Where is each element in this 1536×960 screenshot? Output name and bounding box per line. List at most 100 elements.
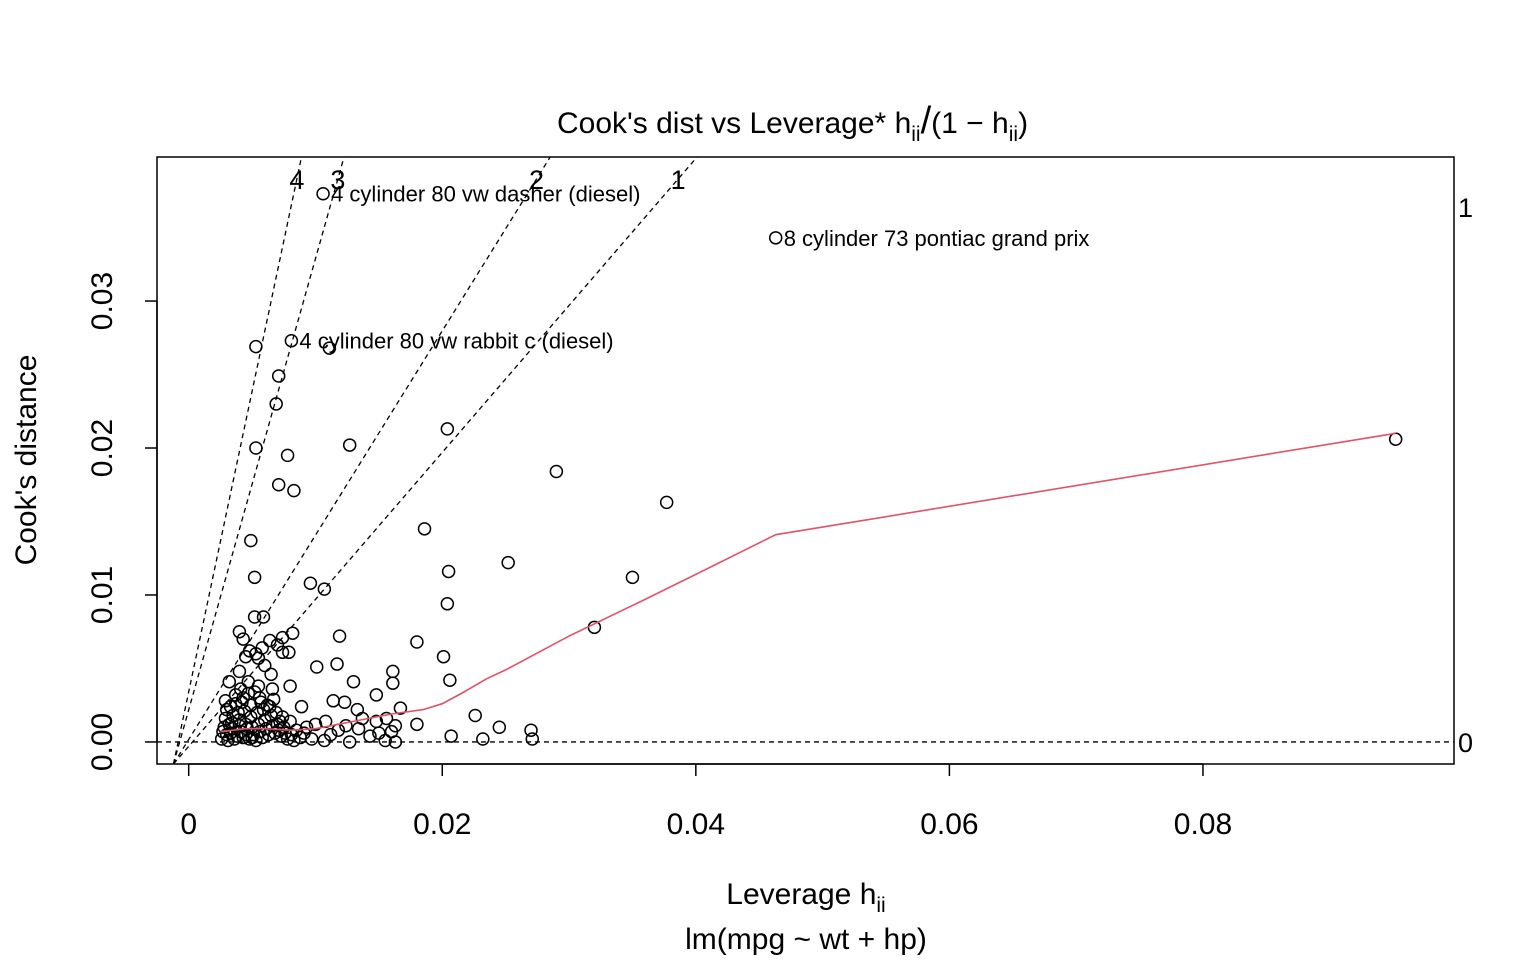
point-label: 4 cylinder 80 vw rabbit c (diesel) (299, 329, 613, 354)
data-point (441, 564, 456, 579)
data-point (275, 630, 290, 645)
data-point (263, 633, 277, 648)
data-point (440, 597, 455, 611)
data-point (303, 576, 318, 590)
data-point (339, 719, 353, 733)
data-point (273, 714, 287, 729)
data-point (245, 730, 259, 745)
point-label: 8 cylinder 73 pontiac grand prix (784, 226, 1090, 251)
title-slash: / (921, 100, 932, 142)
data-point (768, 231, 783, 245)
data-point (294, 699, 309, 714)
y-axis: 0.00 0.01 0.02 0.03 (86, 272, 158, 771)
data-point (410, 635, 424, 649)
data-point (440, 422, 455, 436)
data-point (269, 397, 283, 411)
data-point (282, 645, 296, 660)
data-point (275, 645, 290, 660)
data-point (271, 478, 286, 492)
data-point (249, 733, 263, 748)
y-tick-label: 0.01 (86, 566, 119, 624)
y-tick-label: 0.02 (86, 419, 119, 477)
data-point (249, 441, 263, 455)
data-point (284, 727, 299, 742)
x-axis: 0 0.02 0.04 0.06 0.08 (180, 763, 1232, 841)
data-point (247, 685, 262, 699)
smooth-line-group (220, 432, 1396, 733)
data-point (278, 726, 292, 740)
point-label: 4 cylinder 80 vw dasher (diesel) (331, 182, 640, 207)
data-point (283, 714, 297, 729)
x-tick-label: 0.02 (413, 808, 471, 841)
svg-text:Cook's dist vs Leverage* hii/(: Cook's dist vs Leverage* hii/(1 − hii) (557, 100, 1028, 146)
data-point (549, 464, 564, 479)
data-point (254, 695, 268, 710)
data-points (214, 186, 1403, 749)
data-point (468, 708, 482, 723)
data-point (330, 657, 344, 671)
data-point (258, 658, 272, 673)
data-point (501, 555, 515, 570)
x-tick-label: 0.08 (1174, 808, 1232, 841)
title-close-paren: ) (1018, 107, 1028, 140)
data-point (625, 570, 640, 585)
data-point (443, 673, 457, 687)
data-point (287, 483, 301, 498)
data-point (264, 667, 278, 682)
contour-label: 4 (289, 165, 304, 195)
data-point (236, 632, 250, 646)
x-axis-title-sub: ii (876, 894, 885, 917)
data-point (265, 682, 280, 696)
data-point (524, 723, 538, 737)
smooth-line (220, 432, 1396, 733)
title-denominator-sub: ii (1009, 123, 1018, 146)
y-axis-title: Cook's distance (10, 355, 43, 566)
right-axis-label: 0 (1458, 728, 1473, 758)
data-point (342, 438, 357, 452)
contour-line (172, 157, 345, 764)
title-h: h (895, 107, 912, 140)
data-point (372, 726, 386, 740)
data-point (317, 582, 332, 596)
data-point (271, 369, 286, 383)
data-point (247, 610, 262, 624)
contour-label: 1 (671, 165, 686, 195)
data-point (323, 727, 338, 742)
data-point (346, 674, 361, 689)
data-point (238, 649, 253, 664)
data-point (309, 660, 324, 674)
x-axis-title: Leverage hii (726, 878, 885, 917)
data-point (293, 730, 308, 745)
data-point (242, 732, 257, 746)
data-point (369, 688, 384, 702)
data-point (251, 651, 266, 665)
data-point (247, 570, 262, 585)
data-point (297, 726, 311, 740)
data-point (304, 732, 319, 746)
y-tick-label: 0.03 (86, 272, 119, 330)
data-point (256, 702, 271, 717)
data-point (388, 735, 403, 749)
data-point (222, 674, 237, 689)
data-point (232, 664, 247, 679)
data-point (386, 664, 400, 679)
contour-line (172, 157, 303, 764)
data-point (284, 333, 299, 348)
data-point (342, 735, 357, 749)
right-axis-labels: 01 (1458, 193, 1473, 758)
data-point (436, 649, 451, 664)
data-point (232, 624, 247, 639)
data-point (287, 733, 301, 748)
data-point (255, 730, 269, 745)
contour-label: 2 (529, 165, 544, 195)
data-point (235, 695, 249, 710)
data-point (417, 522, 432, 536)
data-point (232, 719, 247, 733)
chart-title: Cook's dist vs Leverage* hii/(1 − hii) (557, 100, 1028, 146)
contour-line (172, 157, 698, 764)
x-axis-title-text: Leverage h (726, 878, 876, 911)
data-point (280, 448, 295, 463)
data-point (266, 692, 281, 707)
